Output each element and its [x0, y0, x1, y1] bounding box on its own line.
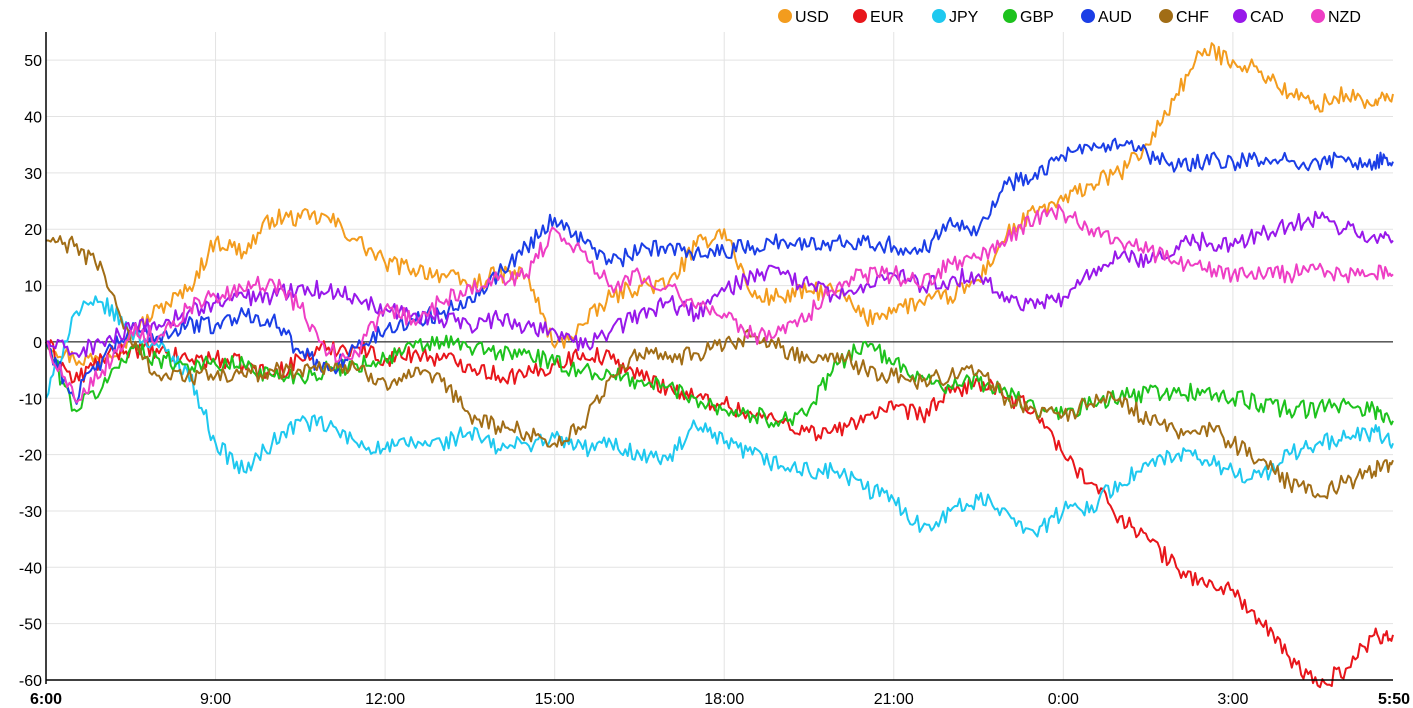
x-tick-label: 18:00	[704, 691, 744, 708]
series-line-chf	[46, 235, 1394, 500]
legend-swatch	[1003, 9, 1017, 23]
y-axis-tick-labels: 50 40 30 20 10 0 -10 -20 -30 -40 -50 -60	[19, 53, 42, 690]
legend-swatch	[932, 9, 946, 23]
x-tick-label: 6:00	[30, 691, 62, 708]
legend-label: CHF	[1176, 9, 1209, 26]
legend-item-eur[interactable]: EUR	[853, 9, 904, 26]
x-tick-label: 0:00	[1048, 691, 1079, 708]
x-tick-label: 3:00	[1217, 691, 1248, 708]
series-line-nzd	[45, 203, 1394, 404]
y-tick-label: 10	[24, 279, 42, 296]
legend-swatch	[778, 9, 792, 23]
y-tick-label: 0	[33, 335, 42, 352]
gridlines	[46, 32, 1393, 681]
y-tick-label: -50	[19, 617, 42, 634]
axes	[45, 32, 1393, 684]
x-tick-label: 9:00	[200, 691, 231, 708]
y-tick-label: -60	[19, 673, 42, 690]
legend-swatch	[1311, 9, 1325, 23]
x-tick-label: 12:00	[365, 691, 405, 708]
series-line-gbp	[45, 334, 1394, 429]
y-tick-label: 50	[24, 53, 42, 70]
legend-item-gbp[interactable]: GBP	[1003, 9, 1054, 26]
legend-item-usd[interactable]: USD	[778, 9, 829, 26]
legend-swatch	[1159, 9, 1173, 23]
legend-item-cad[interactable]: CAD	[1233, 9, 1284, 26]
legend-item-chf[interactable]: CHF	[1159, 9, 1209, 26]
legend-item-jpy[interactable]: JPY	[932, 9, 979, 26]
series-line-cad	[45, 210, 1394, 358]
legend-label: NZD	[1328, 9, 1361, 26]
y-tick-label: 20	[24, 222, 42, 239]
legend-label: JPY	[949, 9, 979, 26]
y-tick-label: -30	[19, 504, 42, 521]
x-tick-label: 21:00	[874, 691, 914, 708]
y-tick-label: 30	[24, 166, 42, 183]
x-tick-label: 5:50	[1378, 691, 1410, 708]
legend-label: EUR	[870, 9, 904, 26]
legend-label: GBP	[1020, 9, 1054, 26]
x-tick-label: 15:00	[535, 691, 575, 708]
x-axis-tick-labels: 6:00 9:00 12:00 15:00 18:00 21:00 0:00 3:00 5:50	[30, 691, 1410, 708]
series-line-aud	[45, 137, 1394, 405]
y-tick-label: 40	[24, 110, 42, 127]
legend-swatch	[853, 9, 867, 23]
series-line-usd	[45, 42, 1394, 367]
legend-swatch	[1233, 9, 1247, 23]
legend-label: AUD	[1098, 9, 1132, 26]
legend-item-aud[interactable]: AUD	[1081, 9, 1132, 26]
legend-label: CAD	[1250, 9, 1284, 26]
chart-legend: USD EUR JPY GBP AUD CHF CAD NZD	[778, 9, 1361, 26]
series-line-jpy	[45, 295, 1394, 538]
series-lines	[45, 42, 1394, 689]
legend-swatch	[1081, 9, 1095, 23]
legend-item-nzd[interactable]: NZD	[1311, 9, 1361, 26]
y-tick-label: -10	[19, 391, 42, 408]
y-tick-label: -40	[19, 560, 42, 577]
y-tick-label: -20	[19, 448, 42, 465]
legend-label: USD	[795, 9, 829, 26]
